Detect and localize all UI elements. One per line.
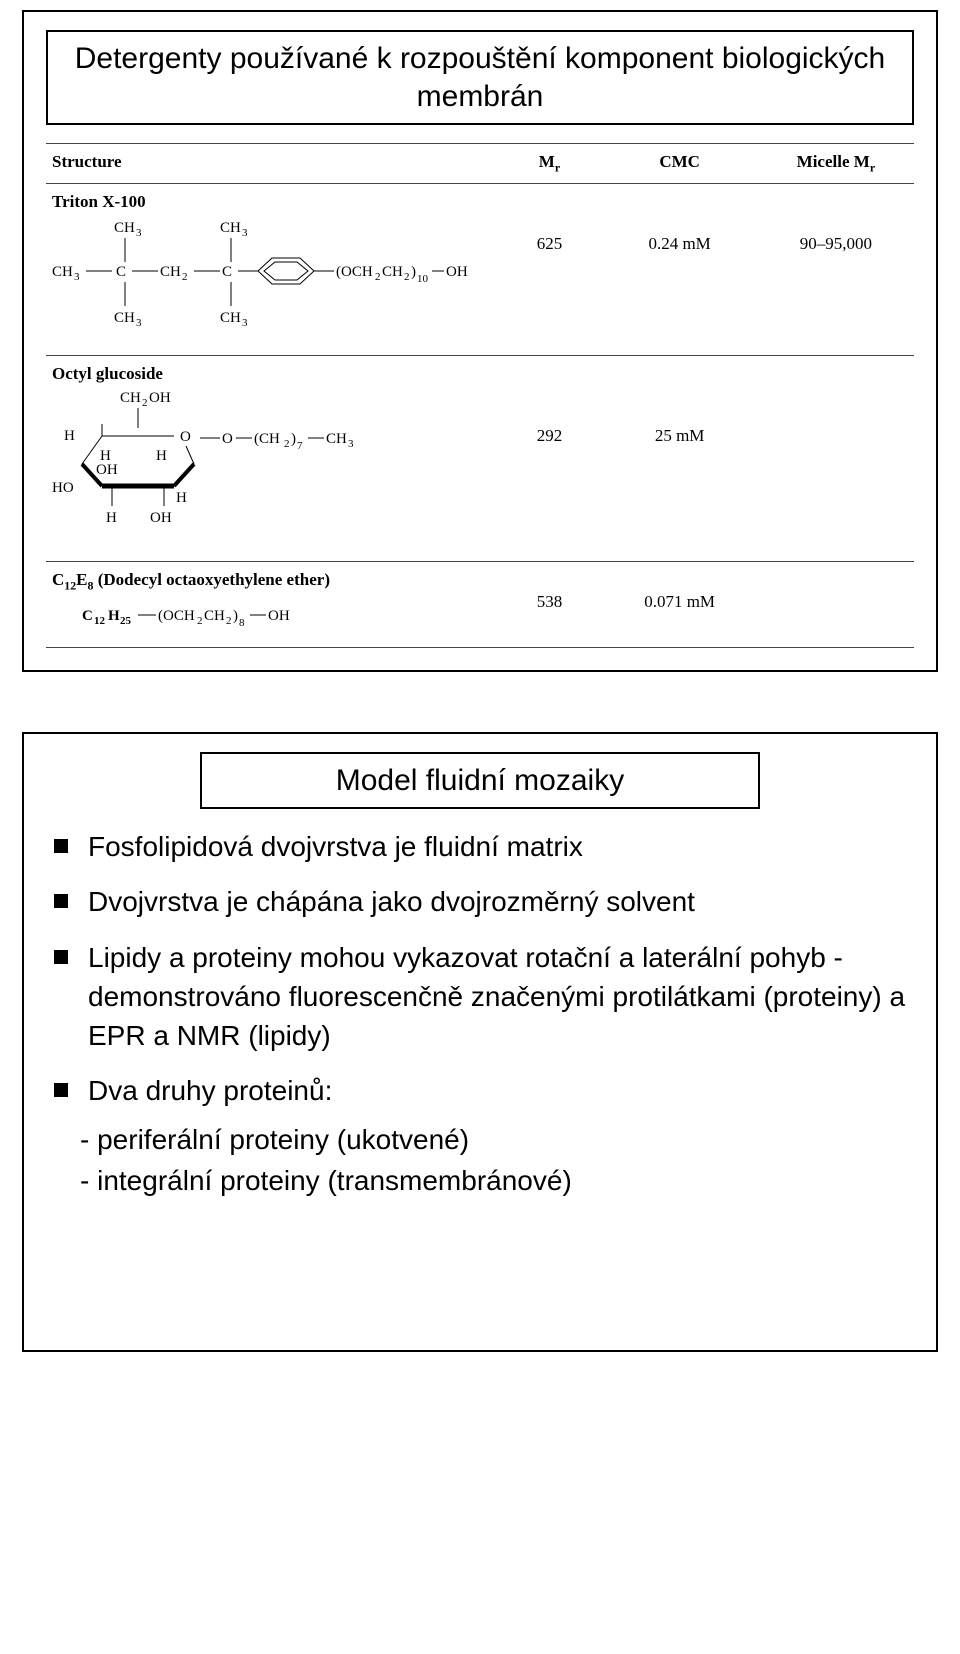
micelle-cell xyxy=(758,562,914,647)
svg-text:12: 12 xyxy=(94,615,106,627)
table-row: C12E8 (Dodecyl octaoxyethylene ether) C1… xyxy=(46,562,914,647)
svg-text:CH: CH xyxy=(220,220,241,236)
slide2-title: Model fluidní mozaiky xyxy=(200,752,761,810)
svg-text:(OCH: (OCH xyxy=(336,264,373,280)
svg-text:3: 3 xyxy=(242,317,248,329)
svg-text:2: 2 xyxy=(142,397,148,409)
svg-text:): ) xyxy=(291,431,296,447)
svg-text:2: 2 xyxy=(226,615,232,627)
svg-text:3: 3 xyxy=(136,227,142,239)
svg-text:OH: OH xyxy=(96,462,118,478)
svg-text:CH: CH xyxy=(114,310,135,326)
sub-item: - integrální proteiny (transmembránové) xyxy=(80,1161,914,1202)
table-row: Triton X-100 CH3 CH3 CH3 C CH2 xyxy=(46,184,914,356)
cmc-cell: 25 mM xyxy=(602,356,758,562)
micelle-cell: 90–95,000 xyxy=(758,184,914,356)
svg-text:2: 2 xyxy=(375,271,381,283)
svg-text:OH: OH xyxy=(268,608,290,624)
svg-text:CH: CH xyxy=(204,608,225,624)
svg-text:CH: CH xyxy=(382,264,403,280)
svg-text:CH: CH xyxy=(220,310,241,326)
svg-text:OH: OH xyxy=(150,510,172,526)
svg-text:C: C xyxy=(222,264,232,280)
svg-text:H: H xyxy=(108,608,120,624)
cmc-cell: 0.24 mM xyxy=(602,184,758,356)
list-item: Dva druhy proteinů: xyxy=(54,1071,906,1110)
svg-text:OH: OH xyxy=(149,390,171,406)
col-micelle: Micelle Mr xyxy=(758,144,914,184)
col-structure: Structure xyxy=(46,144,497,184)
slide-fluid-mosaic: Model fluidní mozaiky Fosfolipidová dvoj… xyxy=(22,732,938,1352)
svg-text:HO: HO xyxy=(52,480,74,496)
detergent-name: C12E8 (Dodecyl octaoxyethylene ether) xyxy=(52,570,491,593)
svg-text:(CH: (CH xyxy=(254,431,280,447)
list-item: Lipidy a proteiny mohou vykazovat rotačn… xyxy=(54,938,906,1056)
svg-text:H: H xyxy=(176,490,187,506)
detergent-name: Octyl glucoside xyxy=(52,364,491,384)
svg-text:2: 2 xyxy=(182,271,188,283)
svg-text:(OCH: (OCH xyxy=(158,608,195,624)
sub-list: - periferální proteiny (ukotvené) - inte… xyxy=(46,1120,914,1201)
svg-text:8: 8 xyxy=(239,617,245,629)
svg-text:CH: CH xyxy=(326,431,347,447)
table-header-row: Structure Mr CMC Micelle Mr xyxy=(46,144,914,184)
sub-item: - periferální proteiny (ukotvené) xyxy=(80,1120,914,1161)
structure-cell: C12E8 (Dodecyl octaoxyethylene ether) C1… xyxy=(46,562,497,647)
detergent-name: Triton X-100 xyxy=(52,192,491,212)
mr-cell: 625 xyxy=(497,184,601,356)
svg-text:10: 10 xyxy=(417,273,429,285)
detergent-table: Structure Mr CMC Micelle Mr Triton X-100… xyxy=(46,143,914,648)
svg-text:C: C xyxy=(116,264,126,280)
svg-text:O: O xyxy=(222,431,233,447)
svg-text:C: C xyxy=(82,608,93,624)
svg-text:): ) xyxy=(233,608,238,624)
svg-text:2: 2 xyxy=(197,615,203,627)
bullet-list: Fosfolipidová dvojvrstva je fluidní matr… xyxy=(46,827,914,1110)
svg-text:CH: CH xyxy=(120,390,141,406)
list-item: Fosfolipidová dvojvrstva je fluidní matr… xyxy=(54,827,906,866)
col-cmc: CMC xyxy=(602,144,758,184)
svg-text:2: 2 xyxy=(284,438,290,450)
svg-text:CH: CH xyxy=(160,264,181,280)
svg-text:7: 7 xyxy=(297,440,303,452)
svg-text:): ) xyxy=(411,264,416,280)
svg-text:3: 3 xyxy=(242,227,248,239)
svg-text:H: H xyxy=(64,428,75,444)
slide-detergents: Detergenty používané k rozpouštění kompo… xyxy=(22,10,938,672)
col-mr: Mr xyxy=(497,144,601,184)
structure-cell: Triton X-100 CH3 CH3 CH3 C CH2 xyxy=(46,184,497,356)
cmc-cell: 0.071 mM xyxy=(602,562,758,647)
svg-text:3: 3 xyxy=(136,317,142,329)
svg-text:2: 2 xyxy=(404,271,410,283)
svg-text:CH: CH xyxy=(114,220,135,236)
structure-cell: Octyl glucoside CH2OH O xyxy=(46,356,497,562)
svg-text:3: 3 xyxy=(74,271,80,283)
triton-structure-icon: CH3 CH3 CH3 C CH2 C xyxy=(52,216,472,342)
svg-text:CH: CH xyxy=(52,264,73,280)
c12e8-structure-icon: C12 H25 (OCH2 CH2 )8 OH xyxy=(52,598,392,634)
mr-cell: 292 xyxy=(497,356,601,562)
table-row: Octyl glucoside CH2OH O xyxy=(46,356,914,562)
list-item: Dvojvrstva je chápána jako dvojrozměrný … xyxy=(54,882,906,921)
svg-text:25: 25 xyxy=(120,615,132,627)
mr-cell: 538 xyxy=(497,562,601,647)
slide1-title: Detergenty používané k rozpouštění kompo… xyxy=(46,30,914,125)
svg-text:OH: OH xyxy=(446,264,468,280)
octylglucoside-structure-icon: CH2OH O H xyxy=(52,388,392,548)
svg-text:O: O xyxy=(180,429,191,445)
svg-text:H: H xyxy=(156,448,167,464)
svg-text:3: 3 xyxy=(348,438,354,450)
micelle-cell xyxy=(758,356,914,562)
svg-text:H: H xyxy=(106,510,117,526)
